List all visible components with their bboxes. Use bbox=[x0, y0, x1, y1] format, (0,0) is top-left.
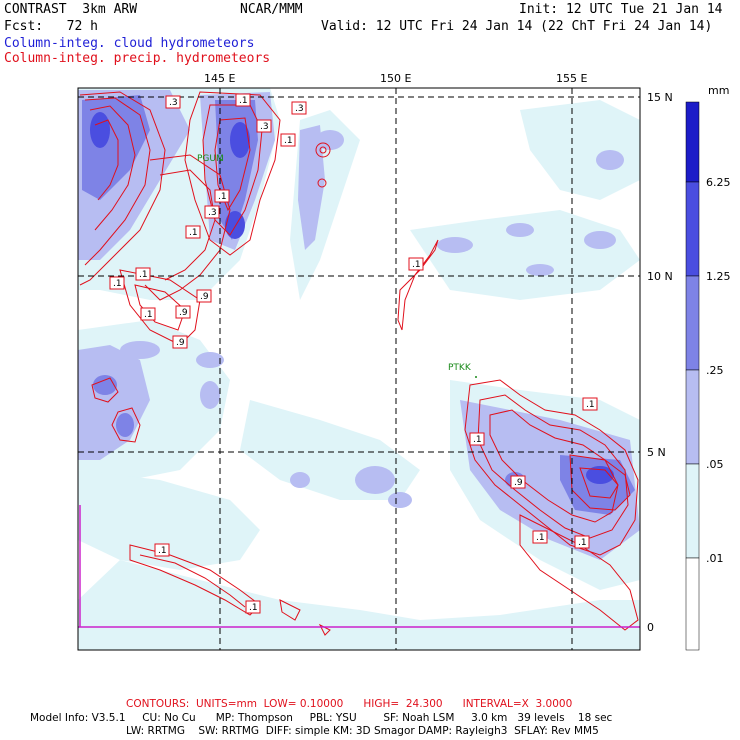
contour-label: .1 bbox=[408, 257, 424, 271]
lat-label-5n: 5 N bbox=[647, 446, 666, 459]
colorbar-label-0-05: .05 bbox=[706, 458, 724, 471]
svg-text:.1: .1 bbox=[473, 435, 482, 445]
model-title: CONTRAST 3km ARW bbox=[4, 2, 138, 17]
lat-label-0: 0 bbox=[647, 621, 654, 634]
contour-labels: .3 .1 .3 .1 .3 .3 .1 .1 .1 .9 .1 .9 .9 .… bbox=[109, 93, 598, 614]
svg-text:.1: .1 bbox=[139, 270, 148, 280]
svg-text:.3: .3 bbox=[295, 104, 304, 114]
lat-label-10n: 10 N bbox=[647, 270, 673, 283]
contour-label: .3 bbox=[165, 95, 181, 109]
contour-label: .1 bbox=[469, 432, 485, 446]
svg-text:.9: .9 bbox=[200, 292, 209, 302]
lon-label-155: 155 E bbox=[556, 72, 587, 85]
svg-text:.9: .9 bbox=[179, 308, 188, 318]
contour-label: .1 bbox=[140, 307, 156, 321]
svg-text:.1: .1 bbox=[239, 96, 248, 106]
forecast-hour: Fcst: 72 h bbox=[4, 19, 98, 34]
model-info-line2: LW: RRTMG SW: RRTMG DIFF: simple KM: 3D … bbox=[126, 725, 599, 737]
lon-label-145: 145 E bbox=[204, 72, 235, 85]
colorbar-label-0-25: .25 bbox=[706, 364, 724, 377]
colorbar-label-1-25: 1.25 bbox=[706, 270, 731, 283]
contour-label: .1 bbox=[214, 189, 230, 203]
svg-text:.1: .1 bbox=[578, 538, 587, 548]
svg-text:.3: .3 bbox=[208, 208, 217, 218]
contour-label: .1 bbox=[154, 543, 170, 557]
colorbar-label-0-01: .01 bbox=[706, 552, 724, 565]
lon-label-150: 150 E bbox=[380, 72, 411, 85]
contour-label: .1 bbox=[532, 530, 548, 544]
colorbar: mm 6.25 1.25 .25 .05 .01 bbox=[685, 84, 731, 651]
svg-text:.1: .1 bbox=[586, 400, 595, 410]
contour-label: .1 bbox=[582, 397, 598, 411]
field-precip-label: Column-integ. precip. hydrometeors bbox=[4, 51, 271, 66]
svg-text:.9: .9 bbox=[176, 338, 185, 348]
svg-text:.1: .1 bbox=[218, 192, 227, 202]
svg-text:.1: .1 bbox=[284, 136, 293, 146]
contour-label: .1 bbox=[280, 133, 296, 147]
svg-text:.9: .9 bbox=[514, 478, 523, 488]
svg-text:.1: .1 bbox=[144, 310, 153, 320]
contour-label: .1 bbox=[185, 225, 201, 239]
colorbar-unit: mm bbox=[708, 84, 729, 97]
svg-text:.1: .1 bbox=[249, 603, 258, 613]
contour-label: .9 bbox=[175, 305, 191, 319]
field-cloud-label: Column-integ. cloud hydrometeors bbox=[4, 36, 255, 51]
contour-label: .1 bbox=[235, 93, 251, 107]
contour-label: .1 bbox=[135, 267, 151, 281]
precip-contours bbox=[79, 91, 639, 636]
org-label: NCAR/MMM bbox=[240, 2, 303, 17]
contour-label: .9 bbox=[172, 335, 188, 349]
contour-label: .9 bbox=[510, 475, 526, 489]
init-time: Init: 12 UTC Tue 21 Jan 14 bbox=[519, 2, 723, 17]
cloud-shading bbox=[78, 88, 640, 650]
svg-text:.1: .1 bbox=[158, 546, 167, 556]
model-info-line1: Model Info: V3.5.1 CU: No Cu MP: Thompso… bbox=[30, 712, 613, 724]
contour-label: .3 bbox=[204, 205, 220, 219]
map-frame bbox=[77, 87, 641, 651]
svg-text:.3: .3 bbox=[169, 98, 178, 108]
contour-label: .3 bbox=[291, 101, 307, 115]
svg-text:.1: .1 bbox=[113, 279, 122, 289]
station-pgum: PGUM bbox=[197, 154, 224, 164]
contour-label: .1 bbox=[109, 276, 125, 290]
svg-text:.1: .1 bbox=[412, 260, 421, 270]
lat-label-15n: 15 N bbox=[647, 91, 673, 104]
contour-label: .1 bbox=[245, 600, 261, 614]
station-ptkk: PTKK bbox=[448, 363, 472, 373]
svg-text:.1: .1 bbox=[536, 533, 545, 543]
contours-info: CONTOURS: UNITS=mm LOW= 0.10000 HIGH= 24… bbox=[126, 698, 573, 710]
contour-label: .1 bbox=[574, 535, 590, 549]
svg-text:.3: .3 bbox=[260, 122, 269, 132]
contour-label: .3 bbox=[256, 119, 272, 133]
svg-text:.1: .1 bbox=[189, 228, 198, 238]
contour-label: .9 bbox=[196, 289, 212, 303]
colorbar-label-6-25: 6.25 bbox=[706, 176, 731, 189]
valid-time: Valid: 12 UTC Fri 24 Jan 14 (22 ChT Fri … bbox=[321, 19, 713, 34]
